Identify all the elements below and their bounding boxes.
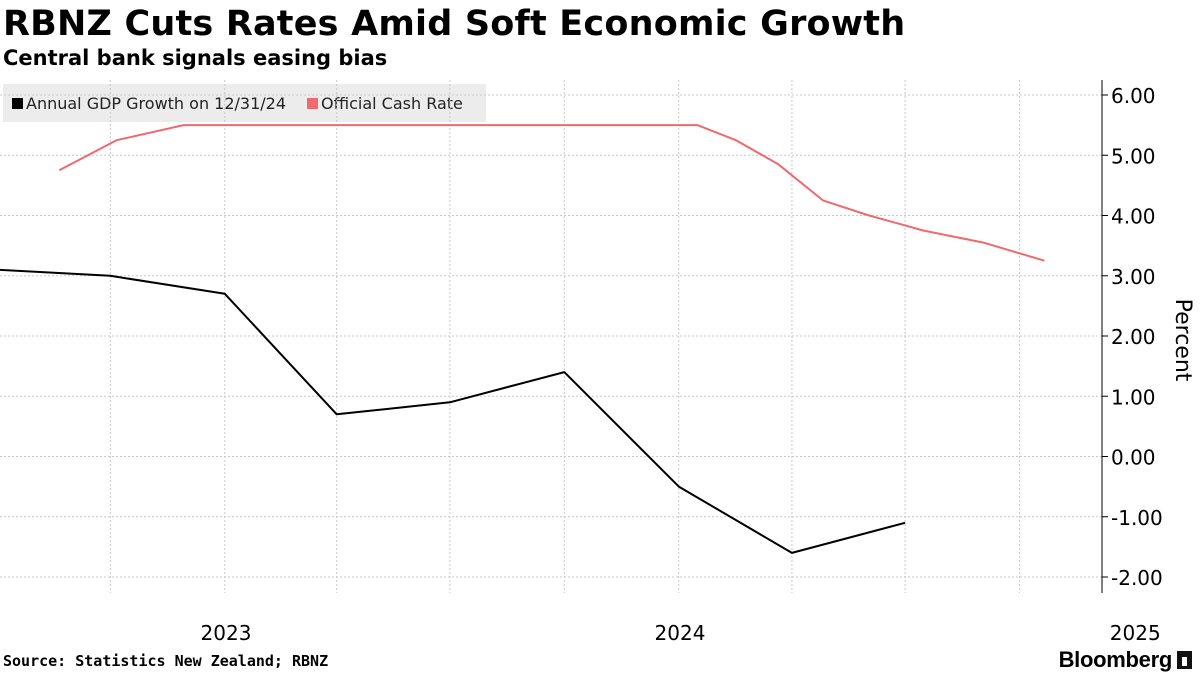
y-tick-label: 1.00 [1111,385,1156,409]
legend-label-gdp: Annual GDP Growth on 12/31/24 [26,93,287,113]
x-tick-label: 2023 [201,621,252,645]
brand-name: Bloomberg [1058,647,1173,672]
legend-item-ocr: Official Cash Rate [307,94,463,113]
y-tick-label: -2.00 [1111,566,1163,590]
legend-item-gdp: Annual GDP Growth on 12/31/24 [12,94,286,113]
legend-swatch-ocr [307,97,319,109]
legend: Annual GDP Growth on 12/31/24 Official C… [3,84,486,122]
bloomberg-mark-icon [1177,651,1192,669]
y-tick-label: 3.00 [1111,265,1156,289]
y-tick-label: 6.00 [1111,84,1156,108]
brand-logo: Bloomberg [1059,647,1192,673]
x-tick-label: 2024 [655,621,706,645]
source-note: Source: Statistics New Zealand; RBNZ [3,652,329,670]
y-tick-label: 0.00 [1111,446,1156,470]
y-tick-label: 4.00 [1111,205,1156,229]
legend-label-ocr: Official Cash Rate [321,93,463,113]
y-tick-label: 2.00 [1111,325,1156,349]
y-tick-label: -1.00 [1111,506,1163,530]
chart-title: RBNZ Cuts Rates Amid Soft Economic Growt… [3,4,906,44]
x-tick-label: 2025 [1110,621,1161,645]
y-axis-label: Percent [1170,299,1195,382]
y-tick-label: 5.00 [1111,144,1156,168]
legend-swatch-gdp [12,97,23,109]
cash-rate-line [58,124,1045,262]
gdp-growth-line [0,268,906,554]
chart-subtitle: Central bank signals easing bias [3,46,388,70]
